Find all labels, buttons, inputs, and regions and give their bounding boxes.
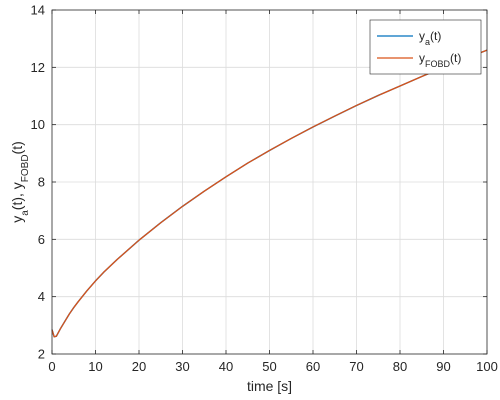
x-tick-label: 60	[306, 359, 320, 374]
x-tick-label: 90	[436, 359, 450, 374]
x-tick-label: 30	[175, 359, 189, 374]
x-tick-label: 20	[132, 359, 146, 374]
ticks	[51, 9, 488, 355]
y-tick-label: 14	[31, 3, 45, 18]
y-tick-label: 12	[31, 60, 45, 75]
y-tick-label: 6	[38, 232, 45, 247]
x-axis-label: time [s]	[247, 378, 292, 394]
x-tick-label: 70	[349, 359, 363, 374]
y-tick-label: 4	[38, 289, 45, 304]
series-group	[51, 49, 488, 338]
y-tick-label: 8	[38, 175, 45, 190]
x-tick-label: 50	[262, 359, 276, 374]
y-tick-labels: 2 4 6 8 10 12 14	[31, 3, 45, 362]
x-tick-label: 0	[48, 359, 55, 374]
y-tick-label: 10	[31, 117, 45, 132]
x-tick-label: 40	[219, 359, 233, 374]
x-tick-label: 80	[393, 359, 407, 374]
x-tick-label: 10	[88, 359, 102, 374]
y-tick-label: 2	[38, 347, 45, 362]
y-axis-label: ya(t), yFOBD(t)	[9, 141, 31, 223]
series-line-1	[51, 49, 488, 338]
x-tick-labels: 0 10 20 30 40 50 60 70 80 90 100	[48, 359, 497, 374]
legend-label-0: ya(t)	[419, 29, 441, 47]
x-tick-label: 100	[476, 359, 498, 374]
legend-box	[369, 19, 482, 75]
legend: ya(t) yFOBD(t)	[369, 19, 482, 75]
legend-label-1: yFOBD(t)	[419, 51, 461, 69]
